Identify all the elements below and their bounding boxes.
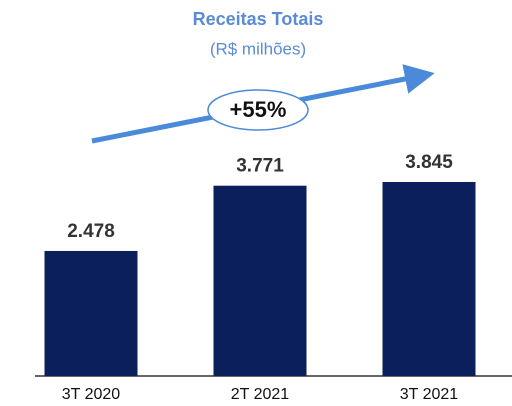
x-tick-label: 3T 2021 [400, 386, 459, 403]
chart-subtitle: (R$ milhões) [210, 39, 306, 58]
bar [44, 250, 138, 376]
chart-title: Receitas Totais [193, 9, 324, 29]
x-tick-label: 2T 2021 [231, 386, 290, 403]
annotation: +55% [230, 97, 287, 122]
bar [213, 185, 307, 376]
x-tick-label: 3T 2020 [62, 386, 121, 403]
value-label: 3.771 [236, 156, 284, 177]
bar [382, 181, 476, 376]
annotation-bubble [207, 89, 309, 131]
value-label: 2.478 [67, 221, 115, 242]
value-label: 3.845 [405, 152, 453, 173]
